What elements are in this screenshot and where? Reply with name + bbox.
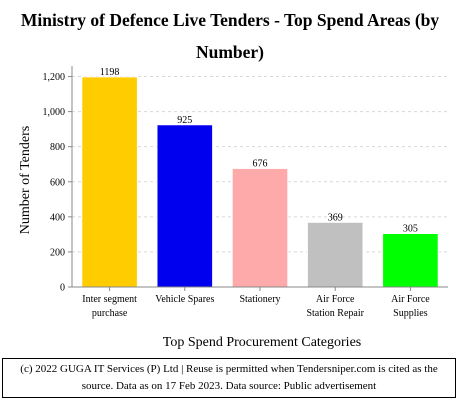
bar-value-label: 676 — [253, 158, 268, 169]
bar — [231, 167, 289, 288]
axes — [68, 66, 448, 291]
x-tick-label: purchase — [92, 308, 128, 319]
footer-line-1: (c) 2022 GUGA IT Services (P) Ltd | Reus… — [20, 363, 438, 375]
bar-value-label: 925 — [177, 115, 192, 126]
x-tick-label: Stationery — [239, 294, 280, 305]
bar-value-label: 305 — [403, 224, 418, 235]
labels: 0 200 400 600 800 1,000 1,200 1198 Inter segment… — [43, 67, 431, 319]
y-tick-label: 600 — [50, 177, 65, 188]
x-tick-label: Vehicle Spares — [155, 294, 214, 305]
bar-value-label: 1198 — [100, 67, 120, 78]
x-tick-label: Air Force — [391, 294, 430, 305]
x-tick-label: Inter segment — [82, 294, 137, 305]
bar-value-label: 369 — [328, 212, 343, 223]
x-tick-label: Air Force — [316, 294, 355, 305]
footer-line-2: source. Data as on 17 Feb 2023. Data sou… — [81, 380, 377, 392]
bar — [306, 221, 364, 288]
y-tick-label: 0 — [60, 283, 65, 294]
y-tick-label: 400 — [50, 212, 65, 223]
y-tick-label: 200 — [50, 247, 65, 258]
bar — [382, 233, 439, 288]
y-tick-label: 1,200 — [43, 72, 66, 83]
chart-title: Ministry of Defence Live Tenders - Top S… — [20, 10, 440, 62]
bar — [156, 124, 214, 288]
x-axis-title: Top Spend Procurement Categories — [163, 335, 361, 350]
bars — [81, 76, 439, 288]
x-tick-label: Supplies — [393, 308, 428, 319]
x-tick-label: Station Repair — [306, 308, 364, 319]
y-axis-title: Number of Tenders — [18, 126, 33, 234]
y-tick-label: 800 — [50, 142, 65, 153]
bar — [81, 76, 138, 288]
y-tick-label: 1,000 — [43, 107, 66, 118]
copyright-footer: (c) 2022 GUGA IT Services (P) Ltd | Reus… — [2, 358, 456, 398]
